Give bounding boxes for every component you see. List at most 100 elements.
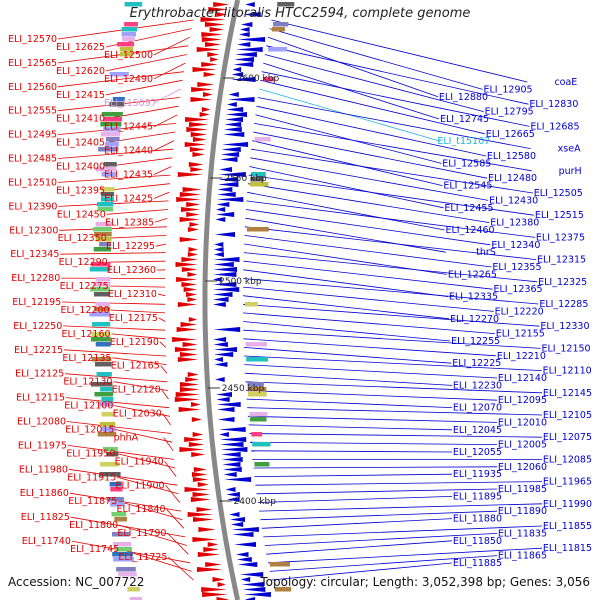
leader-line — [153, 114, 178, 128]
leader-line — [105, 105, 179, 120]
gene-label: ELI_12175 — [109, 313, 158, 324]
forward-gene-arrow — [190, 132, 208, 137]
reverse-gene-arrow — [216, 197, 244, 202]
leader-line — [111, 333, 166, 340]
feature-block — [100, 192, 115, 197]
reverse-gene-arrow — [239, 32, 250, 37]
gene-label: ELI_11815 — [543, 543, 592, 554]
forward-gene-arrow — [187, 297, 197, 302]
feature-block — [115, 547, 132, 552]
reverse-gene-arrow — [220, 447, 248, 452]
feature-block — [100, 387, 113, 392]
gene-label: ELI_11855 — [543, 521, 592, 532]
feature-block — [117, 42, 135, 47]
gene-label: ELI_12435 — [104, 170, 153, 181]
feature-block — [113, 542, 132, 547]
feature-block — [95, 342, 111, 347]
gene-label: ELI_12095 — [498, 395, 547, 406]
gene-label: ELI_12130 — [63, 377, 112, 388]
forward-gene-arrow — [176, 197, 201, 202]
leader-line — [251, 450, 453, 453]
leader-line — [105, 54, 187, 72]
leader-line — [67, 445, 175, 460]
gene-label: ELI_12265 — [448, 269, 497, 280]
reverse-gene-arrow — [234, 542, 256, 547]
forward-gene-arrow — [196, 47, 221, 52]
forward-gene-arrow — [181, 282, 198, 287]
gene-label: ELI_12195 — [12, 297, 61, 308]
feature-block — [247, 382, 264, 387]
tick-label: 2500 kbp — [219, 277, 262, 287]
gene-label: ELI_12510 — [8, 177, 57, 188]
gene-label: ELI_12380 — [490, 218, 539, 229]
gene-label: xseA — [558, 144, 581, 155]
leader-line — [105, 157, 173, 167]
forward-gene-arrow — [217, 582, 226, 587]
leader-line — [253, 131, 488, 179]
gene-label: ELI_12450 — [57, 209, 106, 220]
leader-line — [118, 500, 183, 521]
forward-gene-arrow — [186, 212, 200, 217]
reverse-gene-arrow — [227, 97, 255, 102]
leader-line — [68, 468, 178, 486]
feature-block — [109, 72, 129, 77]
forward-gene-arrow — [193, 467, 207, 472]
forward-gene-arrow — [179, 447, 205, 452]
reverse-gene-arrow — [214, 357, 223, 362]
tick-marks: 2600 kbp 2550 kbp 2500 kbp 2450 kbp 2400 kbp — [205, 74, 279, 507]
leader-line — [246, 200, 536, 238]
gene-label: ELI_11790 — [117, 528, 166, 539]
forward-gene-arrow — [192, 492, 211, 497]
feature-block — [97, 432, 117, 437]
feature-block — [252, 442, 271, 447]
gene-label: ELI_12565 — [8, 58, 57, 69]
reverse-gene-arrow — [214, 352, 234, 357]
leader-line — [107, 235, 167, 239]
feature-block — [103, 127, 121, 132]
reverse-gene-arrow — [218, 177, 239, 182]
leader-line — [57, 148, 174, 159]
forward-gene-arrow — [210, 57, 219, 62]
reverse-gene-arrow — [221, 457, 243, 462]
gene-label: ELI_12830 — [529, 99, 578, 110]
leader-line — [153, 62, 186, 80]
gene-label: ELI_12300 — [9, 225, 58, 236]
gene-label: ELI_12490 — [104, 74, 153, 85]
gene-label: ELI_11800 — [69, 520, 118, 531]
forward-gene-arrow — [172, 337, 198, 342]
leader-line — [60, 252, 166, 255]
genome-backbone — [202, 0, 241, 600]
feature-block — [121, 32, 136, 37]
forward-gene-arrow — [204, 22, 225, 27]
leader-line — [63, 325, 166, 331]
gene-label: ELI_12030 — [113, 409, 162, 420]
leader-line — [118, 524, 187, 546]
forward-gene-arrow — [177, 357, 199, 362]
feature-block — [273, 22, 289, 27]
feature-block — [95, 237, 112, 242]
gene-label: phhA — [114, 433, 139, 444]
leader-line — [243, 321, 451, 342]
feature-block — [100, 197, 114, 202]
leader-line — [155, 243, 167, 247]
gene-label: ELI_12255 — [451, 336, 500, 347]
feature-block — [105, 137, 120, 142]
reverse-gene-arrow — [220, 157, 238, 162]
gene-label: ELI_12015 — [65, 425, 114, 436]
feature-block — [89, 267, 111, 272]
gene-label: ELI_11950 — [66, 448, 115, 459]
reverse-gene-arrow — [213, 252, 224, 257]
feature-block — [129, 597, 142, 600]
forward-gene-arrow — [185, 377, 200, 382]
feature-block — [109, 482, 122, 487]
feature-block — [101, 112, 123, 117]
gene-label: ELI_t15097 — [104, 98, 157, 109]
feature-block — [268, 47, 288, 52]
forward-gene-arrow — [192, 152, 205, 157]
forward-gene-arrow — [201, 107, 211, 112]
leader-line — [154, 217, 168, 223]
feature-block — [124, 22, 138, 27]
leader-line — [246, 398, 453, 408]
reverse-gene-arrow — [213, 297, 229, 302]
